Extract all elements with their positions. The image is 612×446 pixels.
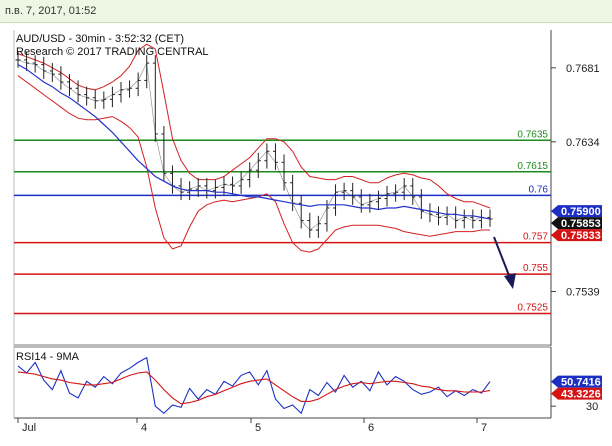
rsi-line: [17, 356, 491, 415]
rsi-tag-bg-0: [551, 375, 602, 388]
rsi-tag-bg-1: [551, 387, 602, 400]
level-label-0: 0.7635: [517, 129, 548, 140]
price-tag-0: 0.75900: [551, 205, 602, 218]
y-tick-label-1: 0.7634: [566, 137, 600, 149]
bollinger-upper-line: [17, 43, 491, 209]
rsi-tag-0: 50.7416: [551, 375, 602, 389]
x-tick-label-0: Jul: [22, 422, 36, 434]
price-tag-1: 0.75853: [551, 217, 602, 230]
level-label-2: 0.76: [529, 184, 549, 195]
datetime-label: п.в. 7, 2017, 01:52: [5, 5, 97, 17]
price-tag-2: 0.75833: [551, 229, 602, 242]
chart-subtitle: Research © 2017 TRADING CENTRAL: [16, 46, 209, 58]
x-tick-label-3: 6: [368, 422, 374, 434]
price-tag-bg-0: [551, 205, 602, 218]
rsi-tag-label-0: 50.7416: [561, 377, 601, 389]
rsi-tag-label-1: 43.3226: [561, 389, 601, 401]
rsi-tick-label-0: 30: [586, 401, 598, 413]
price-tag-label-1: 0.75853: [561, 218, 601, 230]
price-tag-label-0: 0.75900: [561, 206, 601, 218]
y-tick-label-2: 0.7539: [566, 286, 600, 298]
level-label-4: 0.755: [523, 263, 548, 274]
level-label-1: 0.7615: [517, 161, 548, 172]
price-tag-bg-1: [551, 217, 602, 230]
level-label-3: 0.757: [523, 232, 548, 243]
price-tag-bg-2: [551, 229, 602, 242]
title-bar: п.в. 7, 2017, 01:52: [0, 0, 612, 23]
moving-average-line: [17, 64, 491, 220]
bollinger-lower-line: [17, 75, 490, 253]
x-tick-label-1: 4: [141, 422, 147, 434]
price-close-line: [17, 59, 491, 231]
price-tag-label-2: 0.75833: [561, 230, 601, 242]
rsi-title: RSI14 - 9MA: [16, 351, 80, 363]
rsi-tag-1: 43.3226: [551, 387, 602, 401]
forecast-arrow-icon: [493, 236, 516, 289]
chart-title: AUD/USD - 30min - 3:52:32 (CET): [16, 33, 184, 45]
x-tick-label-4: 7: [481, 422, 487, 434]
x-tick-label-2: 5: [255, 422, 261, 434]
rsi-ma-line: [17, 371, 491, 405]
y-tick-label-0: 0.7681: [566, 63, 600, 75]
level-label-5: 0.7525: [517, 303, 548, 314]
